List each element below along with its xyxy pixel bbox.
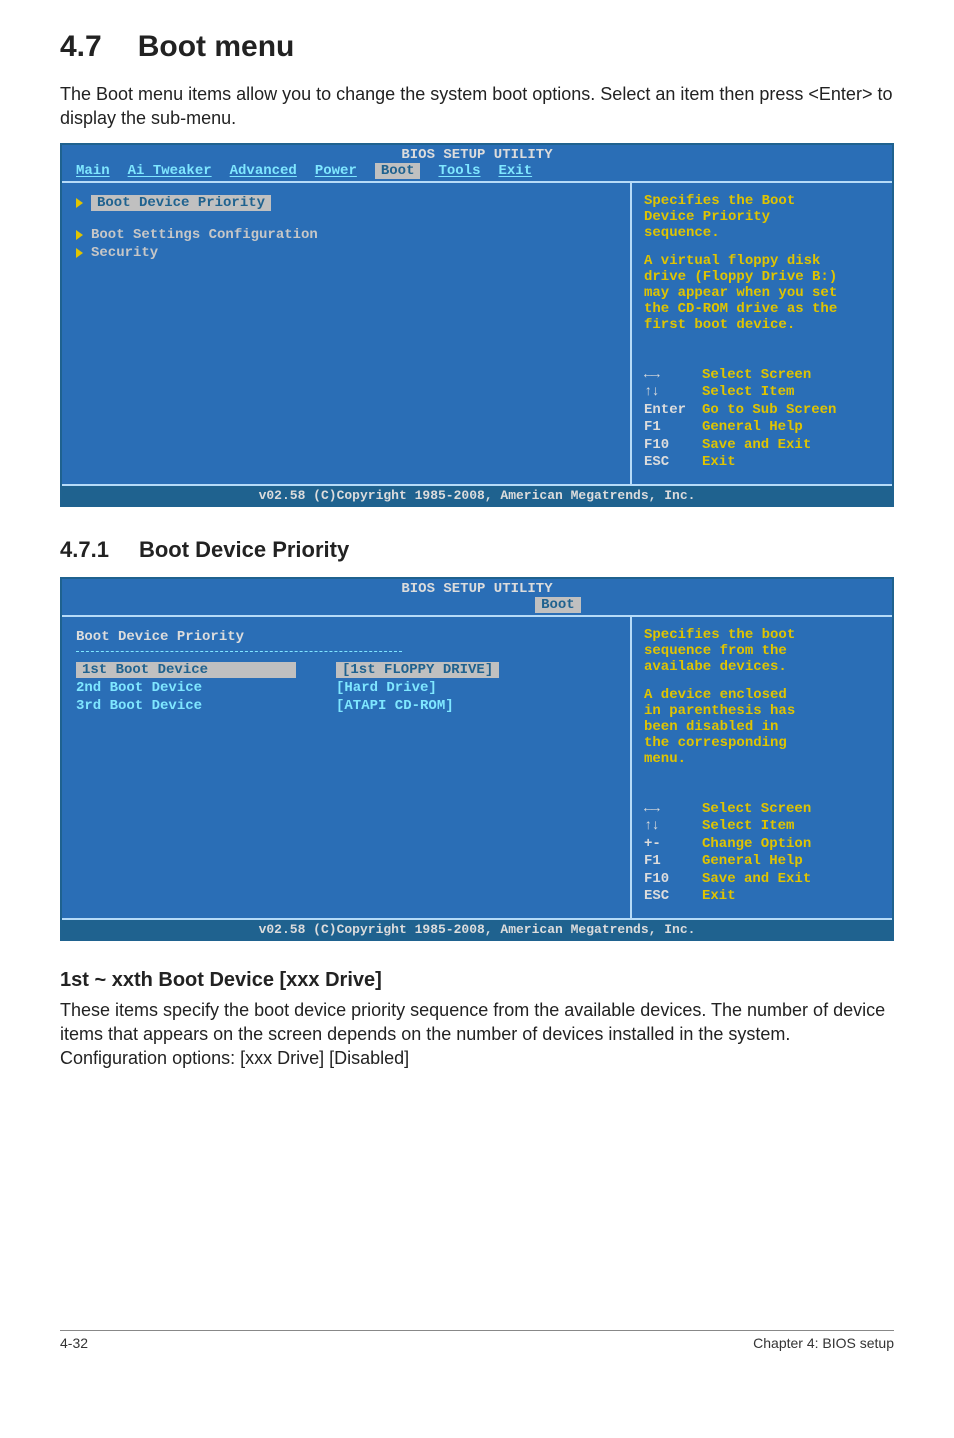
- bios-utility-title: BIOS SETUP UTILITY: [62, 145, 892, 163]
- kh-key-esc: ESC: [644, 454, 702, 472]
- subsection-number: 4.7.1: [60, 537, 109, 563]
- menu-item-security[interactable]: Security: [76, 245, 620, 261]
- bios-tab-bar: Main Ai Tweaker Advanced Power Boot Tool…: [62, 163, 892, 181]
- tab-advanced[interactable]: Advanced: [230, 163, 297, 179]
- kh-select-screen: Select Screen: [702, 801, 811, 819]
- help-text: the corresponding: [644, 735, 880, 751]
- submenu-arrow-icon: [76, 230, 83, 240]
- kh-key-f10: F10: [644, 437, 702, 455]
- section-heading: 4.7 Boot menu: [60, 30, 894, 64]
- tab-boot-active[interactable]: Boot: [535, 597, 581, 613]
- bios-copyright-footer: v02.58 (C)Copyright 1985-2008, American …: [62, 484, 892, 505]
- kh-select-screen: Select Screen: [702, 367, 811, 385]
- help-text: been disabled in: [644, 719, 880, 735]
- tab-ai-tweaker[interactable]: Ai Tweaker: [128, 163, 212, 179]
- help-text: the CD-ROM drive as the: [644, 301, 880, 317]
- help-text: menu.: [644, 751, 880, 767]
- submenu-arrow-icon: [76, 248, 83, 258]
- bios-tab-bar-single: Boot: [62, 597, 892, 615]
- kh-esc-action: Exit: [702, 454, 736, 472]
- tab-tools[interactable]: Tools: [438, 163, 480, 179]
- bios-left-pane: Boot Device Priority Boot Settings Confi…: [62, 183, 632, 484]
- help-text: A virtual floppy disk: [644, 253, 880, 269]
- boot-row-1-label: 1st Boot Device: [76, 662, 296, 678]
- kh-key-f1: F1: [644, 419, 702, 437]
- option-heading: 1st ~ xxth Boot Device [xxx Drive]: [60, 969, 894, 992]
- tab-exit[interactable]: Exit: [498, 163, 532, 179]
- subsection-title: Boot Device Priority: [139, 537, 349, 563]
- kh-key-f10: F10: [644, 871, 702, 889]
- arrows-lr-icon: [644, 801, 702, 819]
- boot-row-3-label: 3rd Boot Device: [76, 698, 296, 714]
- menu-item-label: Security: [91, 245, 158, 261]
- boot-row-2[interactable]: 2nd Boot Device [Hard Drive]: [76, 680, 620, 696]
- menu-item-boot-settings[interactable]: Boot Settings Configuration: [76, 227, 620, 243]
- pane-heading: Boot Device Priority: [76, 629, 620, 645]
- arrows-lr-icon: [644, 367, 702, 385]
- help-text: Specifies the boot: [644, 627, 880, 643]
- help-text: sequence from the: [644, 643, 880, 659]
- bios-help-pane: Specifies the Boot Device Priority seque…: [632, 183, 892, 484]
- help-text: Device Priority: [644, 209, 880, 225]
- help-text: Specifies the Boot: [644, 193, 880, 209]
- section-title: Boot menu: [138, 30, 295, 64]
- kh-key-f1: F1: [644, 853, 702, 871]
- help-text: first boot device.: [644, 317, 880, 333]
- kh-f1-action: General Help: [702, 853, 803, 871]
- selected-item-label: Boot Device Priority: [91, 195, 271, 211]
- help-text: availabe devices.: [644, 659, 880, 675]
- submenu-arrow-icon: [76, 198, 83, 208]
- section-number: 4.7: [60, 30, 102, 64]
- page-number: 4-32: [60, 1335, 88, 1351]
- key-help-block: Select Screen Select Item +-Change Optio…: [644, 801, 880, 906]
- boot-row-3-value: [ATAPI CD-ROM]: [336, 698, 454, 714]
- intro-text: The Boot menu items allow you to change …: [60, 82, 894, 131]
- kh-select-item: Select Item: [702, 818, 794, 836]
- kh-f1-action: General Help: [702, 419, 803, 437]
- kh-key-plusminus: +-: [644, 836, 702, 854]
- kh-enter-action: Go to Sub Screen: [702, 402, 836, 420]
- boot-row-3[interactable]: 3rd Boot Device [ATAPI CD-ROM]: [76, 698, 620, 714]
- bios-copyright-footer: v02.58 (C)Copyright 1985-2008, American …: [62, 918, 892, 939]
- kh-f10-action: Save and Exit: [702, 437, 811, 455]
- help-text: sequence.: [644, 225, 880, 241]
- help-text: in parenthesis has: [644, 703, 880, 719]
- arrows-ud-icon: [644, 818, 702, 836]
- help-text: drive (Floppy Drive B:): [644, 269, 880, 285]
- chapter-label: Chapter 4: BIOS setup: [753, 1335, 894, 1351]
- bios-help-pane: Specifies the boot sequence from the ava…: [632, 617, 892, 918]
- kh-select-item: Select Item: [702, 384, 794, 402]
- boot-row-2-label: 2nd Boot Device: [76, 680, 296, 696]
- kh-key-esc: ESC: [644, 888, 702, 906]
- kh-plusminus-action: Change Option: [702, 836, 811, 854]
- tab-power[interactable]: Power: [315, 163, 357, 179]
- option-description-1: These items specify the boot device prio…: [60, 998, 894, 1047]
- bios-left-pane: Boot Device Priority 1st Boot Device [1s…: [62, 617, 632, 918]
- option-description-2: Configuration options: [xxx Drive] [Disa…: [60, 1046, 894, 1070]
- menu-item-boot-device-priority[interactable]: Boot Device Priority: [76, 195, 620, 211]
- boot-row-2-value: [Hard Drive]: [336, 680, 437, 696]
- help-text: may appear when you set: [644, 285, 880, 301]
- page-footer: 4-32 Chapter 4: BIOS setup: [60, 1330, 894, 1351]
- kh-f10-action: Save and Exit: [702, 871, 811, 889]
- kh-key-enter: Enter: [644, 402, 702, 420]
- bios-utility-title: BIOS SETUP UTILITY: [62, 579, 892, 597]
- key-help-block: Select Screen Select Item EnterGo to Sub…: [644, 367, 880, 472]
- boot-row-1-value: [1st FLOPPY DRIVE]: [336, 662, 499, 678]
- boot-row-1[interactable]: 1st Boot Device [1st FLOPPY DRIVE]: [76, 662, 620, 678]
- tab-main[interactable]: Main: [76, 163, 110, 179]
- subsection-heading: 4.7.1 Boot Device Priority: [60, 537, 894, 563]
- kh-esc-action: Exit: [702, 888, 736, 906]
- arrows-ud-icon: [644, 384, 702, 402]
- menu-item-label: Boot Settings Configuration: [91, 227, 318, 243]
- bios-screenshot-boot-menu: BIOS SETUP UTILITY Main Ai Tweaker Advan…: [60, 143, 894, 507]
- tab-boot-active[interactable]: Boot: [375, 163, 421, 179]
- help-text: A device enclosed: [644, 687, 880, 703]
- bios-screenshot-boot-priority: BIOS SETUP UTILITY Boot Boot Device Prio…: [60, 577, 894, 941]
